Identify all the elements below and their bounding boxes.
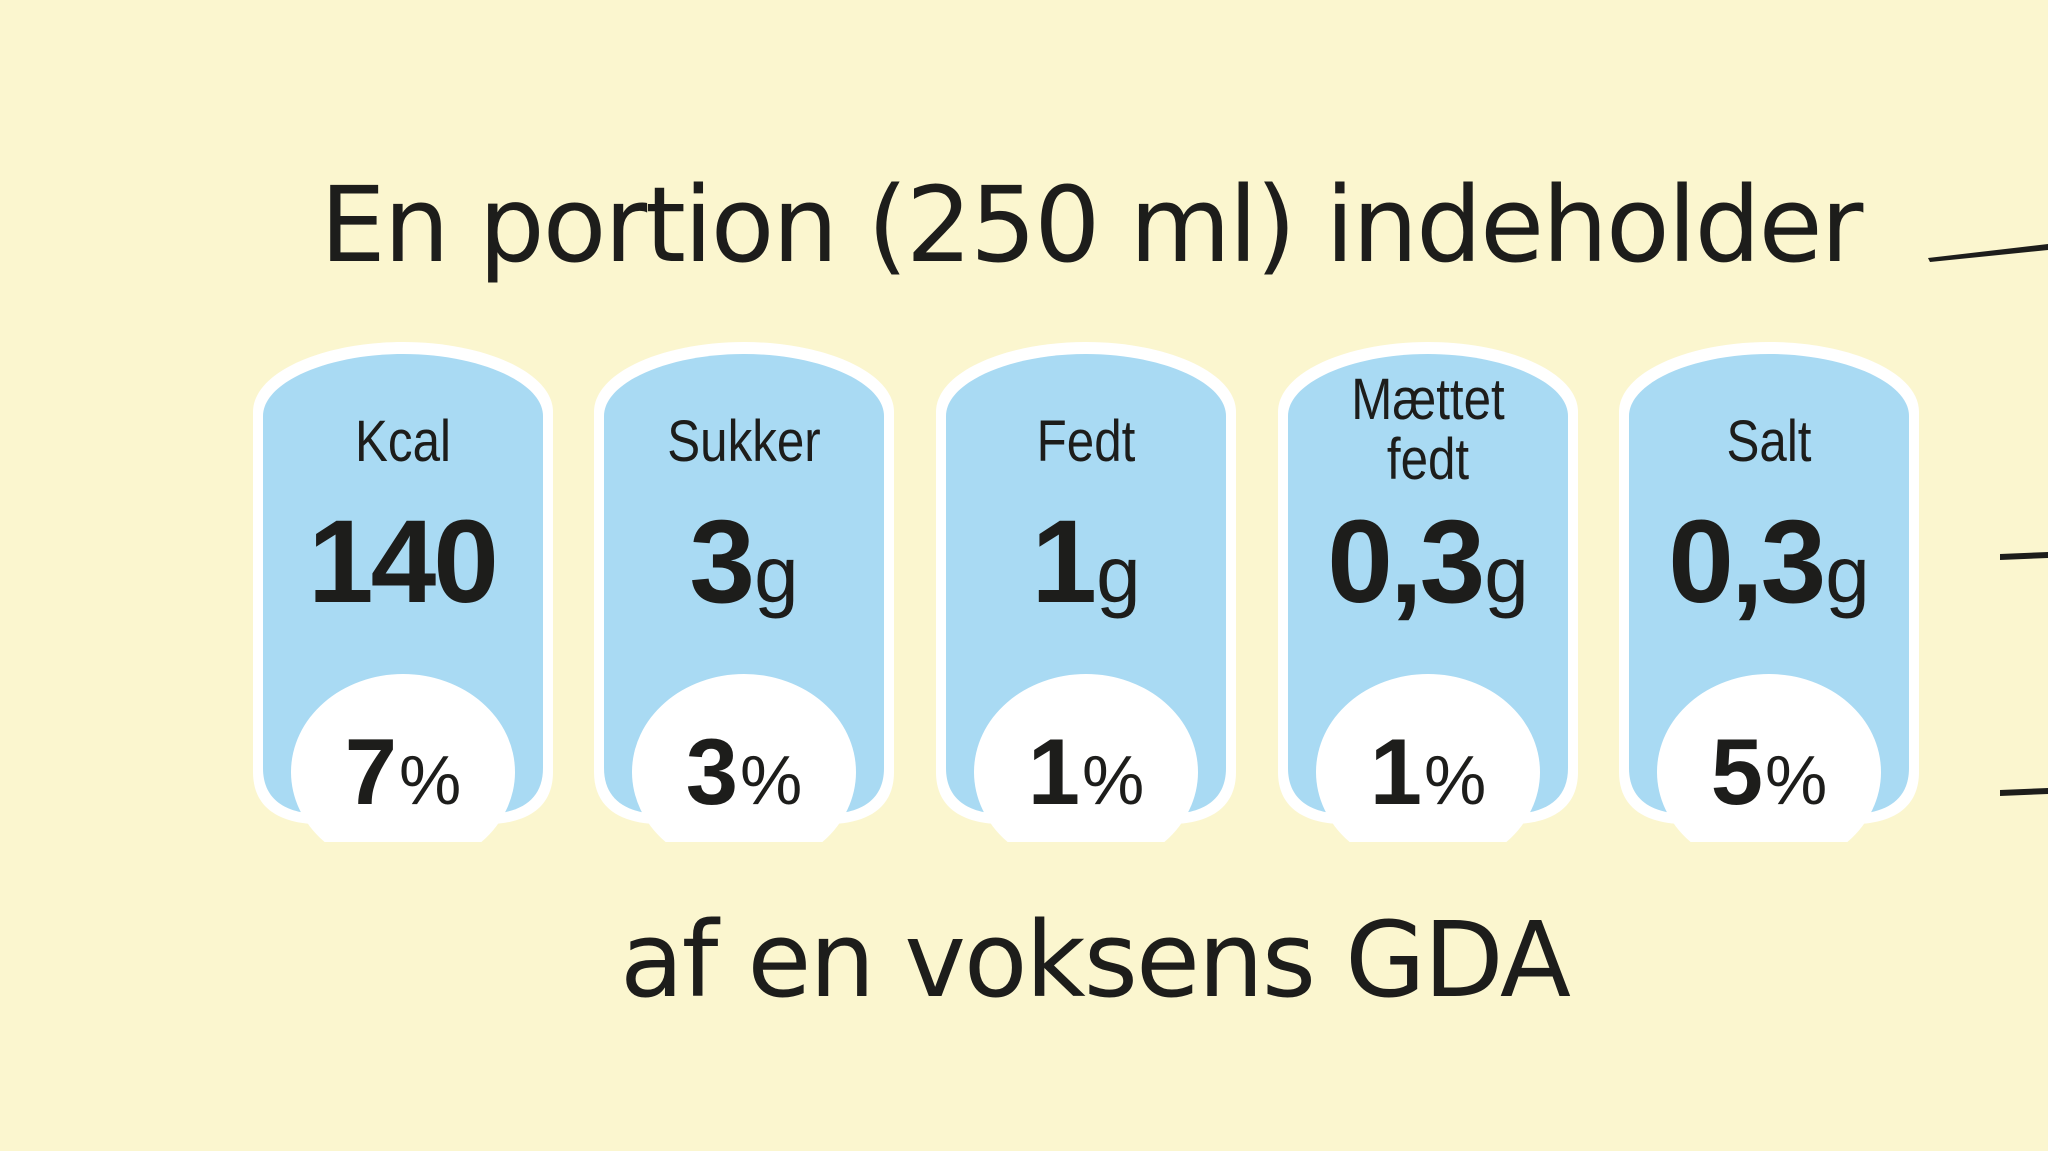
- nutrient-percent: 7%: [344, 719, 462, 824]
- nutrient-percent: 1%: [1369, 719, 1487, 824]
- nutrient-name: Fedt: [1036, 409, 1136, 474]
- nutrient-percent: 3%: [685, 719, 803, 824]
- nutrient-name: Sukker: [667, 409, 821, 474]
- nutrient-name: Kcal: [355, 409, 451, 474]
- nutrient-label-salt: Salt 0,3g 5%: [1599, 332, 1939, 842]
- nutrient-label-fedt: Fedt 1g 1%: [916, 332, 1256, 842]
- nutrient-amount: 3g: [689, 496, 799, 628]
- nutrient-amount: 0,3g: [1327, 496, 1529, 628]
- label-shape: [1278, 342, 1578, 842]
- gda-footer: af en voksens GDA: [620, 899, 1571, 1021]
- nutrient-amount: 1g: [1031, 496, 1141, 628]
- label-shape: [253, 342, 553, 842]
- nutrient-percent: 5%: [1710, 719, 1828, 824]
- label-shape: [1619, 342, 1919, 842]
- nutrient-name: Salt: [1726, 409, 1812, 474]
- nutrient-name-line2: fedt: [1386, 427, 1470, 492]
- nutrient-name: Mættet fedt: [1284, 370, 1573, 490]
- nutrient-label-maettet-fedt: Mættet fedt 0,3g 1%: [1258, 332, 1598, 842]
- nutrient-name-line1: Mættet: [1351, 367, 1505, 432]
- label-shape: [936, 342, 1236, 842]
- nutrient-percent: 1%: [1027, 719, 1145, 824]
- nutrient-amount: 140: [308, 496, 499, 628]
- nutrient-amount: 0,3g: [1668, 496, 1870, 628]
- nutrient-label-sukker: Sukker 3g 3%: [574, 332, 914, 842]
- label-shape: [594, 342, 894, 842]
- serving-heading: En portion (250 ml) indeholder: [320, 164, 1863, 286]
- nutrient-label-kcal: Kcal 140 7%: [233, 332, 573, 842]
